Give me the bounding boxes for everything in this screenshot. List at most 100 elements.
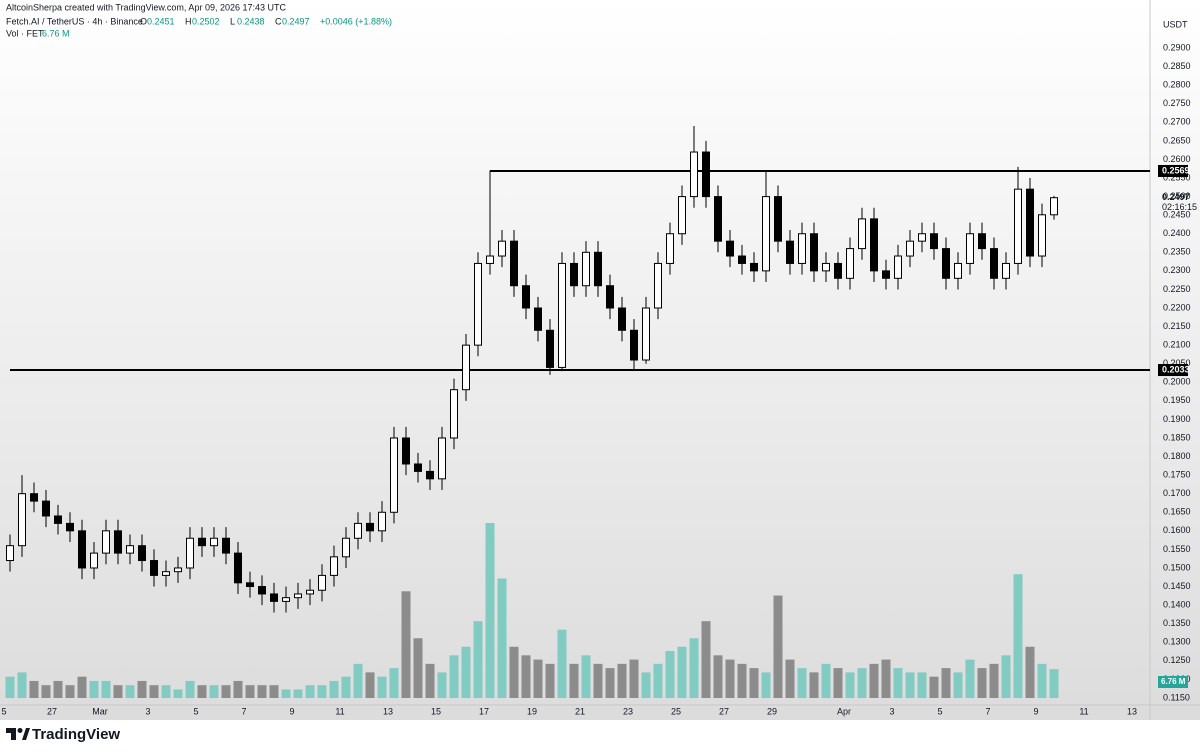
volume-bar	[185, 680, 195, 698]
y-tick-label: 0.1450	[1163, 581, 1191, 591]
candle-body	[330, 556, 338, 576]
volume-bar	[149, 685, 159, 698]
level-tag: 0.2569	[1162, 165, 1190, 175]
y-tick-label: 0.1550	[1163, 544, 1191, 554]
volume-value: 6.76 M	[42, 28, 70, 38]
volume-bar	[941, 668, 951, 698]
candle-body	[750, 262, 758, 272]
candle-body	[798, 233, 806, 264]
ohlc-value: 0.2502	[192, 16, 220, 26]
candle-body	[114, 530, 122, 554]
volume-bar	[425, 663, 435, 698]
level-tag-bg	[1158, 364, 1188, 377]
candle-body	[510, 240, 518, 287]
volume-bar	[17, 672, 27, 698]
candle-body	[654, 262, 662, 309]
volume-bar	[89, 680, 99, 698]
volume-bar	[1013, 574, 1023, 698]
candle-body	[726, 240, 734, 257]
y-tick-label: 0.1250	[1163, 655, 1191, 665]
candle-body	[294, 593, 302, 599]
volume-bar	[401, 591, 411, 698]
y-tick-label: 0.2900	[1163, 42, 1191, 52]
candle-body	[822, 262, 830, 272]
y-tick-label: 0.2150	[1163, 321, 1191, 331]
candle-body	[342, 537, 350, 558]
x-tick-label: 7	[985, 706, 990, 716]
volume-bar	[761, 672, 771, 698]
candle-body	[834, 262, 842, 279]
volume-bar	[809, 672, 819, 698]
volume-bar	[317, 685, 327, 698]
x-tick-label: 3	[145, 706, 150, 716]
volume-bar	[917, 672, 927, 698]
candle-body	[174, 567, 182, 573]
volume-bar	[221, 685, 231, 698]
volume-tag-bg	[1158, 676, 1188, 688]
y-tick-label: 0.1300	[1163, 637, 1191, 647]
y-tick-label: 0.2350	[1163, 247, 1191, 257]
x-tick-label: 15	[431, 706, 441, 716]
candle-body	[642, 307, 650, 361]
candle-body	[378, 511, 386, 532]
volume-bar	[449, 655, 459, 698]
y-tick-label: 0.1500	[1163, 562, 1191, 572]
volume-bar	[161, 685, 171, 698]
x-tick-label: 25	[671, 706, 681, 716]
candle-body	[426, 470, 434, 480]
candle-body	[570, 262, 578, 287]
volume-bar	[833, 668, 843, 698]
volume-bar	[797, 668, 807, 698]
candle-body	[1002, 262, 1010, 279]
volume-tag: 6.76 M	[1161, 677, 1186, 686]
volume-bar	[953, 672, 963, 698]
candle-body	[138, 545, 146, 562]
candle-body	[666, 233, 674, 264]
background	[0, 0, 1200, 720]
logo-text: TradingView	[32, 726, 120, 743]
candle-body	[930, 233, 938, 250]
volume-bar	[845, 672, 855, 698]
volume-label: Vol · FET	[6, 28, 44, 38]
volume-bar	[965, 659, 975, 698]
x-tick-label: 13	[1127, 706, 1137, 716]
volume-bar	[473, 621, 483, 698]
volume-bar	[413, 638, 423, 698]
volume-bar	[869, 663, 879, 698]
ohlc-value: 0.2438	[237, 16, 265, 26]
x-tick-label: 5	[1, 706, 6, 716]
candle-body	[78, 530, 86, 569]
volume-bar	[125, 685, 135, 698]
candle-body	[1038, 214, 1046, 257]
volume-bar	[713, 655, 723, 698]
candle-body	[486, 255, 494, 264]
volume-bar	[857, 668, 867, 698]
candle-body	[594, 251, 602, 287]
volume-bar	[497, 578, 507, 698]
volume-bar	[137, 680, 147, 698]
candle-body	[714, 196, 722, 242]
candle-body	[366, 522, 374, 532]
volume-bar	[281, 689, 291, 698]
volume-bar	[437, 672, 447, 698]
candle-body	[906, 240, 914, 257]
y-tick-label: 0.2650	[1163, 135, 1191, 145]
candle-body	[978, 233, 986, 250]
candle-body	[498, 240, 506, 257]
candle-body	[438, 437, 446, 480]
candle-body	[270, 593, 278, 602]
level-tag: 0.2033	[1162, 364, 1190, 374]
y-tick-label: 0.2050	[1163, 358, 1191, 368]
candle-body	[678, 196, 686, 235]
candle-body	[42, 500, 50, 517]
ohlc-key: L	[230, 16, 235, 26]
candle-body	[1050, 197, 1058, 216]
countdown: 02:16:15	[1162, 202, 1197, 212]
y-tick-label: 0.1600	[1163, 525, 1191, 535]
candle-body	[990, 248, 998, 279]
volume-bar	[77, 676, 87, 698]
volume-bar	[665, 651, 675, 698]
candle-body	[858, 218, 866, 250]
candle-body	[522, 285, 530, 309]
